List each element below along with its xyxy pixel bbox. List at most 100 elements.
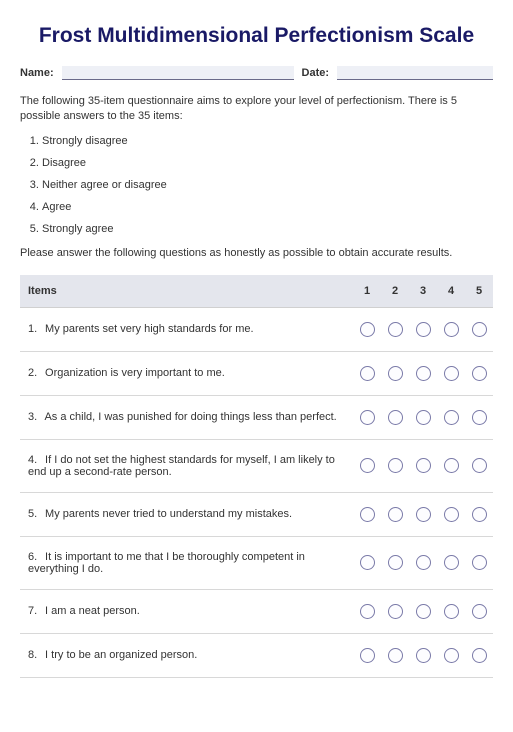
radio-cell bbox=[437, 536, 465, 589]
radio-option[interactable] bbox=[416, 322, 431, 337]
radio-cell bbox=[465, 492, 493, 536]
header-col-2: 2 bbox=[381, 275, 409, 308]
radio-option[interactable] bbox=[388, 555, 403, 570]
radio-cell bbox=[465, 633, 493, 677]
item-number: 6. bbox=[28, 551, 42, 563]
radio-cell bbox=[381, 307, 409, 351]
table-row: 4. If I do not set the highest standards… bbox=[20, 439, 493, 492]
radio-option[interactable] bbox=[444, 555, 459, 570]
radio-cell bbox=[353, 633, 381, 677]
radio-option[interactable] bbox=[444, 648, 459, 663]
table-row: 7. I am a neat person. bbox=[20, 589, 493, 633]
radio-cell bbox=[353, 589, 381, 633]
radio-option[interactable] bbox=[360, 555, 375, 570]
scale-option: Disagree bbox=[42, 157, 493, 169]
radio-option[interactable] bbox=[416, 410, 431, 425]
radio-option[interactable] bbox=[444, 604, 459, 619]
item-number: 8. bbox=[28, 649, 42, 661]
radio-option[interactable] bbox=[388, 366, 403, 381]
radio-option[interactable] bbox=[416, 555, 431, 570]
item-number: 3. bbox=[28, 411, 42, 423]
radio-cell bbox=[437, 589, 465, 633]
radio-cell bbox=[381, 351, 409, 395]
radio-cell bbox=[381, 589, 409, 633]
item-number: 1. bbox=[28, 323, 42, 335]
table-row: 6. It is important to me that I be thoro… bbox=[20, 536, 493, 589]
radio-cell bbox=[465, 439, 493, 492]
item-text-cell: 3. As a child, I was punished for doing … bbox=[20, 395, 353, 439]
header-col-5: 5 bbox=[465, 275, 493, 308]
header-col-3: 3 bbox=[409, 275, 437, 308]
radio-option[interactable] bbox=[472, 366, 487, 381]
date-label: Date: bbox=[302, 67, 330, 80]
radio-option[interactable] bbox=[444, 410, 459, 425]
table-row: 5. My parents never tried to understand … bbox=[20, 492, 493, 536]
radio-option[interactable] bbox=[416, 458, 431, 473]
radio-cell bbox=[437, 633, 465, 677]
radio-option[interactable] bbox=[444, 507, 459, 522]
scale-option: Strongly agree bbox=[42, 223, 493, 235]
radio-option[interactable] bbox=[444, 322, 459, 337]
radio-cell bbox=[353, 351, 381, 395]
radio-cell bbox=[409, 395, 437, 439]
table-row: 8. I try to be an organized person. bbox=[20, 633, 493, 677]
radio-option[interactable] bbox=[360, 458, 375, 473]
header-col-4: 4 bbox=[437, 275, 465, 308]
radio-option[interactable] bbox=[472, 458, 487, 473]
radio-option[interactable] bbox=[416, 604, 431, 619]
radio-option[interactable] bbox=[360, 604, 375, 619]
item-label: As a child, I was punished for doing thi… bbox=[42, 411, 337, 423]
date-input[interactable] bbox=[337, 66, 493, 80]
table-row: 2. Organization is very important to me. bbox=[20, 351, 493, 395]
radio-option[interactable] bbox=[388, 604, 403, 619]
radio-cell bbox=[353, 536, 381, 589]
radio-option[interactable] bbox=[360, 507, 375, 522]
header-items: Items bbox=[20, 275, 353, 308]
item-number: 5. bbox=[28, 508, 42, 520]
radio-cell bbox=[465, 589, 493, 633]
item-number: 4. bbox=[28, 454, 42, 466]
radio-cell bbox=[409, 492, 437, 536]
radio-cell bbox=[381, 633, 409, 677]
radio-cell bbox=[381, 536, 409, 589]
radio-option[interactable] bbox=[388, 648, 403, 663]
item-label: It is important to me that I be thorough… bbox=[28, 551, 305, 575]
radio-cell bbox=[381, 439, 409, 492]
radio-option[interactable] bbox=[360, 410, 375, 425]
radio-option[interactable] bbox=[416, 648, 431, 663]
radio-option[interactable] bbox=[472, 648, 487, 663]
radio-cell bbox=[353, 395, 381, 439]
radio-option[interactable] bbox=[416, 366, 431, 381]
item-text-cell: 8. I try to be an organized person. bbox=[20, 633, 353, 677]
name-label: Name: bbox=[20, 67, 54, 80]
radio-cell bbox=[381, 492, 409, 536]
radio-option[interactable] bbox=[360, 648, 375, 663]
radio-cell bbox=[465, 536, 493, 589]
radio-option[interactable] bbox=[472, 604, 487, 619]
radio-option[interactable] bbox=[360, 366, 375, 381]
radio-option[interactable] bbox=[388, 410, 403, 425]
radio-cell bbox=[437, 351, 465, 395]
radio-cell bbox=[437, 439, 465, 492]
radio-option[interactable] bbox=[388, 507, 403, 522]
radio-option[interactable] bbox=[472, 410, 487, 425]
radio-option[interactable] bbox=[416, 507, 431, 522]
table-header-row: Items 1 2 3 4 5 bbox=[20, 275, 493, 308]
radio-cell bbox=[409, 351, 437, 395]
radio-option[interactable] bbox=[388, 322, 403, 337]
radio-option[interactable] bbox=[472, 322, 487, 337]
radio-option[interactable] bbox=[388, 458, 403, 473]
radio-cell bbox=[437, 395, 465, 439]
radio-option[interactable] bbox=[360, 322, 375, 337]
scale-options-list: Strongly disagree Disagree Neither agree… bbox=[20, 135, 493, 235]
radio-option[interactable] bbox=[444, 366, 459, 381]
name-date-row: Name: Date: bbox=[20, 66, 493, 80]
header-col-1: 1 bbox=[353, 275, 381, 308]
radio-option[interactable] bbox=[472, 507, 487, 522]
name-input[interactable] bbox=[62, 66, 294, 80]
scale-option: Neither agree or disagree bbox=[42, 179, 493, 191]
radio-option[interactable] bbox=[472, 555, 487, 570]
item-text-cell: 4. If I do not set the highest standards… bbox=[20, 439, 353, 492]
radio-option[interactable] bbox=[444, 458, 459, 473]
radio-cell bbox=[465, 307, 493, 351]
